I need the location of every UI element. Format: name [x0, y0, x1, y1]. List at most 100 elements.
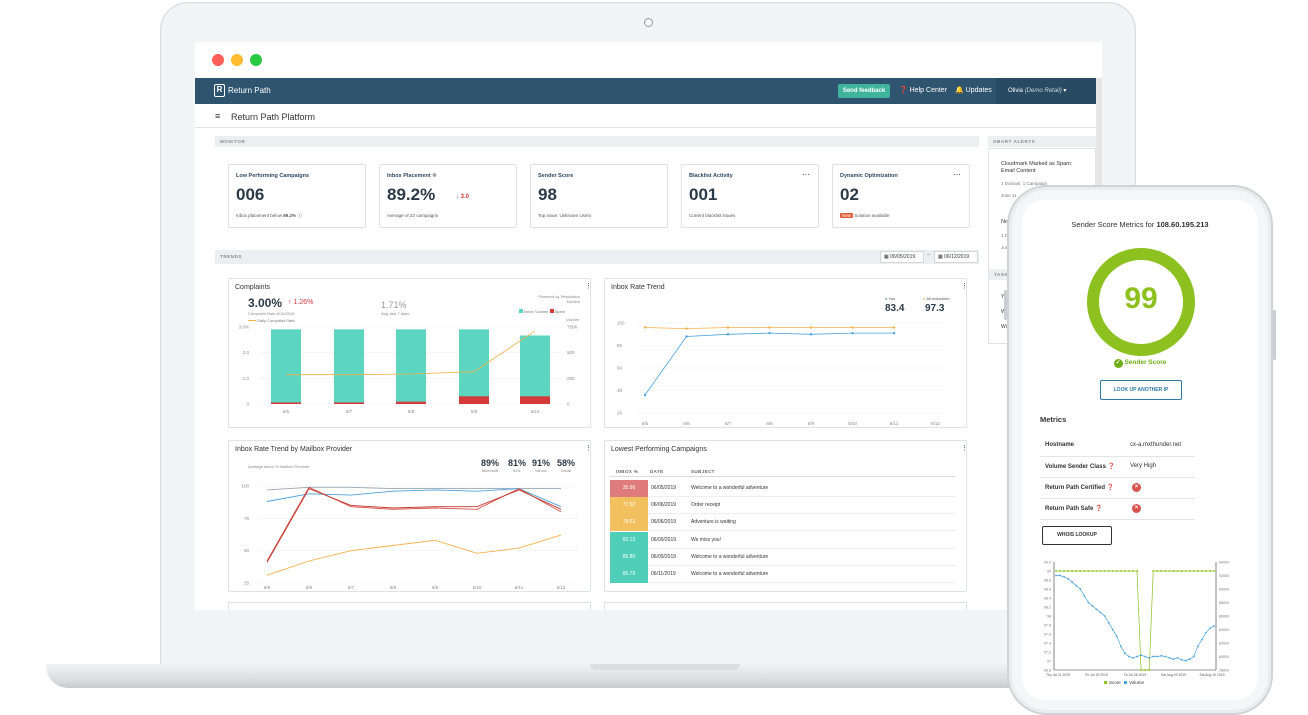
date-from-input[interactable]: ▦ 06/05/2019 [880, 251, 924, 263]
help-center-link[interactable]: ❓ Help Center [899, 86, 947, 94]
table-row[interactable]: 77.50 06/06/2019 Order receipt [610, 497, 956, 515]
card-subtext: Average of 23 campaigns [387, 213, 438, 218]
date-to-value: 06/12/2019 [944, 254, 970, 260]
table-row[interactable]: 78.63 06/06/2019 Adventure is waiting [610, 514, 956, 532]
volume-point [1160, 654, 1163, 657]
volume-point [1144, 655, 1147, 658]
x-tick-label: 6/8 [408, 409, 415, 414]
column-header[interactable]: SUBJECT [691, 469, 715, 474]
panel-title: Lowest Performing Campaigns [611, 446, 707, 453]
x-tick-label: Fri Jul 19 2019 [1085, 673, 1108, 677]
provider-line [266, 488, 562, 508]
alert-title[interactable]: Cloudmark Marked as Spam: Email Content [1001, 161, 1073, 174]
ip-address: 108.60.195.213 [1156, 220, 1209, 229]
minimize-window-button[interactable] [231, 54, 243, 66]
inbox-percent-cell: 85.78 [610, 566, 648, 583]
more-options-icon[interactable]: ⋮ [961, 283, 968, 290]
close-window-button[interactable] [212, 54, 224, 66]
phone-power-button [1273, 310, 1276, 360]
subject-cell: Welcome to a wonderful adventure [691, 485, 769, 491]
provider-value: 91% [531, 458, 550, 468]
blacklist-card[interactable]: Blacklist Activity ⋯ 001 Current blackli… [681, 164, 819, 228]
volume-point [1107, 621, 1110, 624]
more-options-icon[interactable]: ⋮ [585, 445, 592, 452]
subject-cell: Welcome to a wonderful adventure [691, 571, 769, 577]
x-tick-label: 6/9 [471, 409, 478, 414]
date-to-input[interactable]: ▦ 06/12/2019 [934, 251, 978, 263]
camera-icon [644, 18, 653, 27]
left-tick-label: 98 [1047, 614, 1051, 618]
column-header[interactable]: INBOX % [616, 469, 639, 474]
lookup-ip-button[interactable]: LOOK UP ANOTHER IP [1100, 380, 1182, 400]
volume-point [1079, 588, 1082, 590]
subject-cell: Order receipt [691, 502, 721, 509]
card-subtext: Current blacklist issues [689, 213, 736, 218]
help-icon: ❓ [1095, 506, 1103, 512]
date-cell: 06/11/2019 [651, 571, 676, 577]
volume-point [1188, 658, 1191, 661]
date-cell: 06/09/2019 [651, 536, 677, 543]
updates-link[interactable]: 🔔 Updates [955, 86, 992, 94]
smart-alerts-label: SMART ALERTS [988, 136, 1096, 147]
provider-line [266, 534, 562, 576]
score-point [1128, 570, 1130, 572]
hamburger-menu-icon[interactable]: ≡ [215, 111, 221, 121]
volume-point [1099, 611, 1102, 614]
more-options-icon[interactable]: ⋮ [585, 283, 592, 290]
subject-cell: Adventure is waiting [691, 519, 736, 526]
y-tick-label: 40 [617, 388, 623, 393]
score-point [1111, 570, 1114, 572]
new-badge: New [840, 213, 854, 218]
right-tick-label: 78000 [1219, 668, 1229, 672]
x-tick-label: 6/10 [531, 409, 540, 414]
score-label: Sender Score [1124, 359, 1167, 366]
sender-score-card[interactable]: Sender Score 98 Top issue: Unknown Users [530, 164, 668, 228]
score-point [1213, 570, 1215, 572]
laptop-notch [590, 664, 740, 670]
score-point [1091, 570, 1094, 572]
low-performing-card[interactable]: Low Performing Campaigns 006 Inbox place… [228, 164, 366, 228]
more-options-icon[interactable]: ⋯ [953, 170, 961, 179]
maximize-window-button[interactable] [250, 54, 262, 66]
phone-screen: Sender Score Metrics for 108.60.195.213 … [1022, 200, 1258, 700]
score-point [1075, 570, 1078, 572]
all-industries-point [726, 326, 730, 329]
dynamic-optimization-card[interactable]: Dynamic Optimization ⋯ 02 New Solution a… [832, 164, 970, 228]
right-tick-label: 88000 [1219, 601, 1229, 605]
legend-label: Daily Complaint Rate [257, 318, 295, 323]
task-item[interactable]: Wi [1001, 324, 1007, 330]
score-point [1059, 570, 1061, 572]
score-point [1087, 570, 1090, 572]
more-options-icon[interactable]: ⋯ [802, 170, 810, 179]
provider-stat: 81% AOL [506, 458, 528, 473]
table-row[interactable]: 85.80 06/09/2019 Welcome to a wonderful ad… [610, 548, 956, 566]
inbox-rate-trend-panel: Inbox Rate Trend ⋮ ● You 83.4 ● All Indu… [604, 278, 968, 428]
send-feedback-button[interactable]: Send feedback [838, 84, 890, 98]
task-item[interactable]: Wi [1001, 309, 1007, 315]
right-tick-label: 86000 [1219, 614, 1229, 618]
more-options-icon[interactable]: ⋮ [961, 445, 968, 452]
provider-name: Gmail [560, 468, 572, 473]
column-header[interactable]: DATE [650, 469, 664, 474]
x-tick-label: 6/7 [346, 409, 353, 414]
task-item[interactable]: Ye [1001, 294, 1007, 300]
date-from-value: 06/05/2019 [890, 254, 916, 260]
volume-point [1075, 584, 1078, 587]
table-row[interactable]: 85.78 06/11/2019 Welcome to a wonderful ad… [610, 566, 956, 583]
table-row[interactable]: 82.13 06/09/2019 We miss you! [610, 531, 956, 549]
score-point [1120, 570, 1122, 572]
volume-point [1123, 652, 1126, 655]
volume-point [1172, 658, 1175, 661]
you-point [726, 333, 730, 336]
spam-bar [271, 402, 301, 404]
table-row[interactable]: 35.90 06/05/2019 Welcome to a wonderful ad… [610, 480, 956, 497]
alert-title[interactable]: No [1001, 219, 1009, 225]
calendar-icon: ▦ [938, 254, 943, 260]
score-point [1205, 570, 1207, 572]
x-tick-label: 6/10 [473, 585, 482, 590]
whois-lookup-button[interactable]: WHOIS LOOKUP [1042, 526, 1112, 545]
inbox-placement-card[interactable]: Inbox Placement ⁜ 89.2% ↓ 3.0 Average of… [379, 164, 517, 228]
all-industries-point [851, 326, 854, 329]
card-value: 006 [236, 185, 265, 204]
user-menu[interactable]: Olivia (Demo Retail) ▾ [996, 78, 1096, 104]
